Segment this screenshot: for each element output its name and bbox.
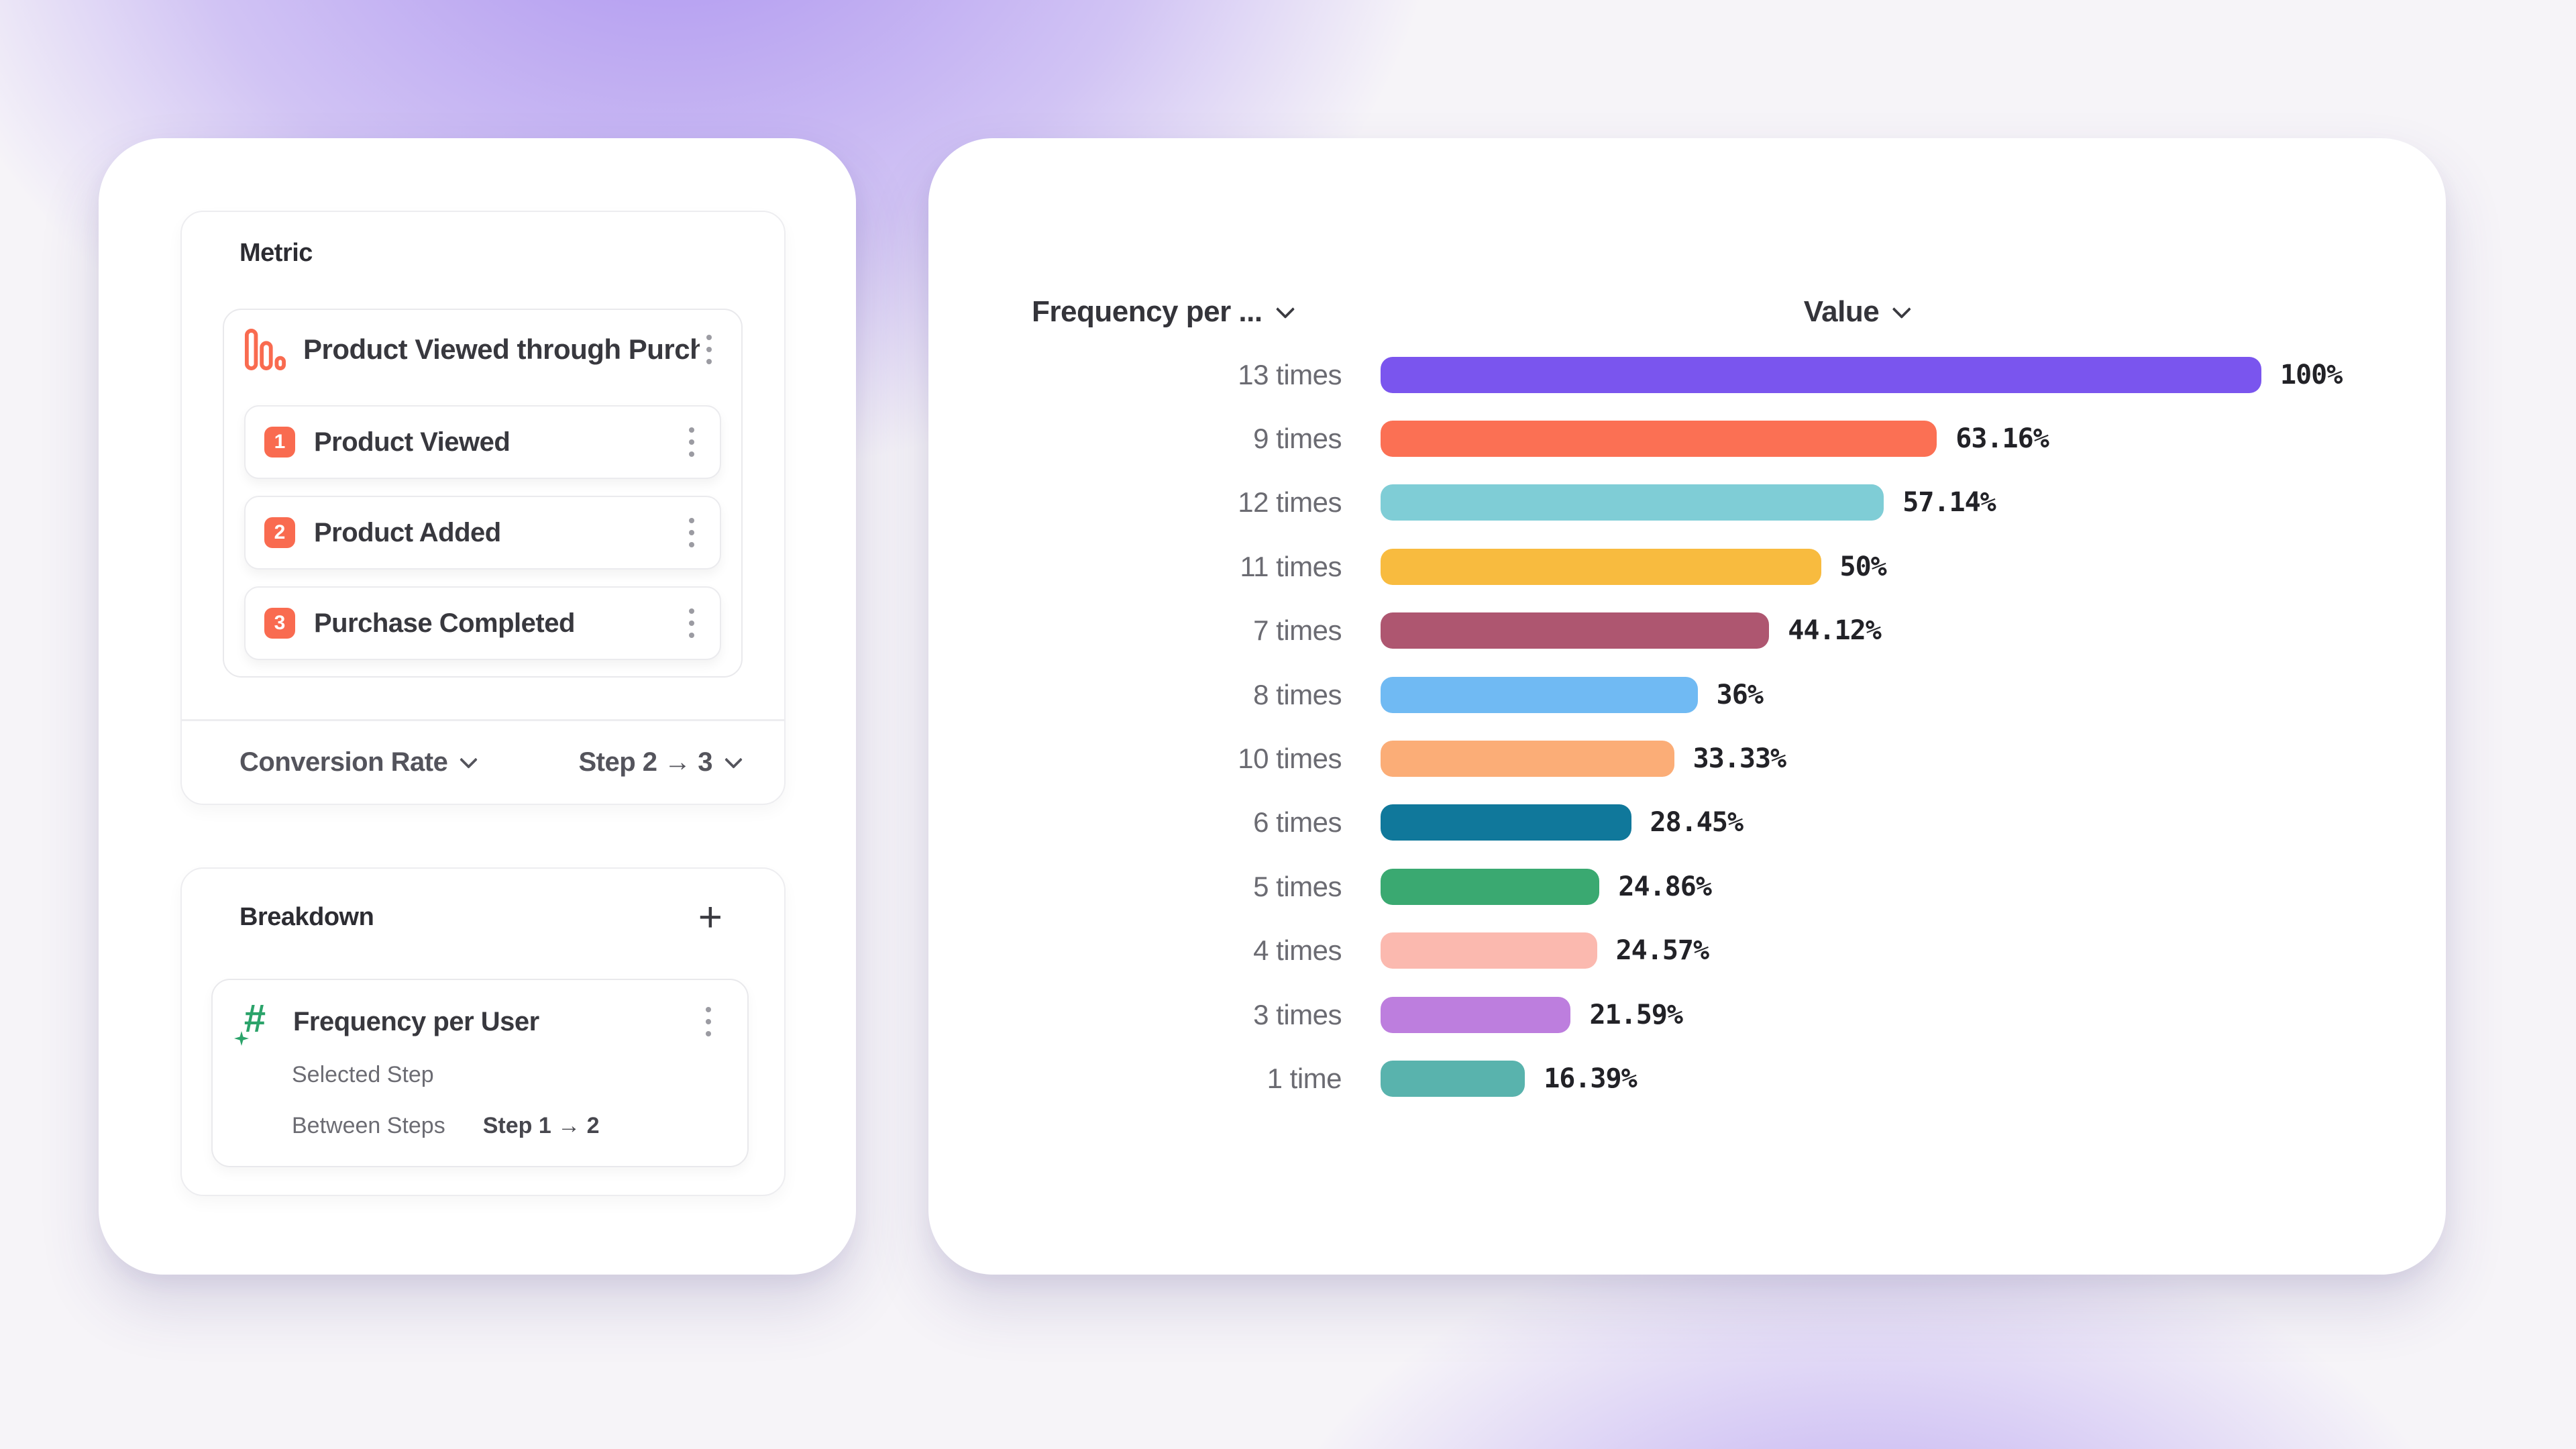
bar[interactable] [1381, 804, 1631, 841]
value-label: 57.14% [1902, 487, 1996, 519]
step-range-dropdown[interactable]: Step 2 → 3 [578, 747, 743, 777]
value-label: 36% [1716, 679, 1764, 710]
category-label: 8 times [1253, 678, 1342, 710]
value-label: 63.16% [1955, 423, 2049, 455]
breakdown-header: Breakdown + [239, 894, 722, 941]
value-label: 24.57% [1615, 935, 1709, 967]
chevron-down-icon [460, 751, 478, 769]
metric-footer: Conversion Rate Step 2 → 3 [239, 721, 743, 804]
bar[interactable] [1381, 932, 1597, 969]
between-steps-value: Step 1 → 2 [482, 1113, 600, 1138]
breakdown-column-header[interactable]: Frequency per ... [1032, 295, 1295, 329]
funnel-title: Product Viewed through Purch... [303, 333, 700, 365]
funnel-steps: 1 Product Viewed 2 Product Added 3 Purchase C… [244, 405, 721, 677]
kebab-menu-icon[interactable] [700, 328, 718, 371]
conversion-rate-label: Conversion Rate [239, 747, 448, 777]
bar[interactable] [1381, 421, 1937, 458]
bar[interactable] [1381, 868, 1600, 905]
bar[interactable] [1381, 356, 2261, 393]
breakdown-column-label: Frequency per ... [1032, 295, 1263, 328]
chart-row: 3 times 21.59% [928, 983, 2446, 1046]
funnel-step-row[interactable]: 1 Product Viewed [244, 405, 721, 479]
value-column-header[interactable]: Value [1803, 295, 1912, 329]
chart-row: 1 time 16.39% [928, 1046, 2446, 1110]
query-builder-panel: Metric Product Viewed through Purch... 1… [99, 138, 856, 1275]
selected-step-row[interactable]: Selected Step [292, 1062, 434, 1087]
bar[interactable] [1381, 612, 1770, 649]
value-label: 24.86% [1618, 871, 1711, 902]
chevron-down-icon [724, 751, 743, 769]
chart-row: 11 times 50% [928, 535, 2446, 598]
breakdown-property[interactable]: # Frequency per User Selected Step Betwe… [211, 979, 749, 1167]
breakdown-card: Breakdown + # Frequency per User Selecte… [180, 867, 786, 1196]
step-number-badge: 2 [264, 517, 295, 548]
funnel-step-row[interactable]: 2 Product Added [244, 496, 721, 570]
funnel-group: Product Viewed through Purch... 1 Product… [223, 309, 743, 678]
value-label: 33.33% [1693, 743, 1786, 775]
step-event-label: Product Viewed [314, 427, 511, 457]
metric-title: Metric [239, 239, 313, 267]
numeric-hash-icon: # [234, 997, 280, 1046]
category-label: 7 times [1253, 614, 1342, 647]
chart-row: 4 times 24.57% [928, 919, 2446, 983]
chart-row: 7 times 44.12% [928, 599, 2446, 663]
kebab-menu-icon[interactable] [699, 1000, 718, 1043]
category-label: 5 times [1253, 870, 1342, 902]
value-label: 44.12% [1788, 615, 1881, 647]
kebab-menu-icon[interactable] [682, 511, 701, 554]
step-range-label: Step 2 → 3 [578, 747, 712, 777]
category-label: 3 times [1253, 998, 1342, 1030]
category-label: 11 times [1240, 550, 1342, 582]
chart-row: 13 times 100% [928, 343, 2446, 407]
step-event-label: Purchase Completed [314, 608, 575, 638]
conversion-rate-dropdown[interactable]: Conversion Rate [239, 747, 478, 777]
funnel-step-row[interactable]: 3 Purchase Completed [244, 586, 721, 660]
bar[interactable] [1381, 1060, 1525, 1097]
bar[interactable] [1381, 676, 1698, 713]
chart-row: 6 times 28.45% [928, 791, 2446, 855]
funnel-bars-icon [244, 329, 286, 370]
chart-row: 8 times 36% [928, 663, 2446, 727]
bar[interactable] [1381, 996, 1571, 1033]
funnel-header[interactable]: Product Viewed through Purch... [224, 310, 741, 389]
category-label: 1 time [1267, 1062, 1342, 1094]
bar[interactable] [1381, 484, 1884, 521]
bar[interactable] [1381, 741, 1674, 777]
between-steps-row[interactable]: Between Steps Step 1 → 2 [292, 1113, 600, 1139]
breakdown-title: Breakdown [239, 903, 374, 932]
value-label: 28.45% [1650, 807, 1743, 839]
category-label: 9 times [1253, 423, 1342, 455]
between-steps-label: Between Steps [292, 1113, 445, 1138]
chart-row: 5 times 24.86% [928, 855, 2446, 918]
metric-footer-divider [182, 719, 784, 721]
chevron-down-icon [1892, 299, 1912, 319]
value-label: 50% [1839, 551, 1887, 582]
add-breakdown-button plus-icon[interactable]: + [698, 894, 722, 941]
chart-row: 12 times 57.14% [928, 471, 2446, 535]
chevron-down-icon [1275, 299, 1295, 319]
kebab-menu-icon[interactable] [682, 602, 701, 645]
category-label: 6 times [1253, 806, 1342, 839]
chart-row: 9 times 63.16% [928, 407, 2446, 470]
chart-panel: Frequency per ... Value 13 times 100% 9 ti… [928, 138, 2446, 1275]
bar[interactable] [1381, 548, 1821, 585]
value-label: 21.59% [1589, 999, 1682, 1030]
value-label: 16.39% [1544, 1063, 1637, 1094]
step-event-label: Product Added [314, 517, 501, 547]
chart-row: 10 times 33.33% [928, 727, 2446, 790]
bar-chart: 13 times 100% 9 times 63.16% 12 times 57.14% 1… [928, 343, 2446, 1111]
category-label: 10 times [1238, 743, 1342, 775]
step-number-badge: 1 [264, 427, 295, 458]
category-label: 12 times [1238, 486, 1342, 519]
breakdown-property-name: Frequency per User [293, 1006, 539, 1036]
metric-card: Metric Product Viewed through Purch... 1… [180, 211, 786, 805]
value-label: 100% [2280, 359, 2343, 390]
breakdown-property-header: # Frequency per User [234, 997, 718, 1046]
value-column-label: Value [1803, 295, 1880, 328]
category-label: 4 times [1253, 934, 1342, 967]
step-number-badge: 3 [264, 608, 295, 639]
category-label: 13 times [1238, 358, 1342, 390]
kebab-menu-icon[interactable] [682, 421, 701, 464]
